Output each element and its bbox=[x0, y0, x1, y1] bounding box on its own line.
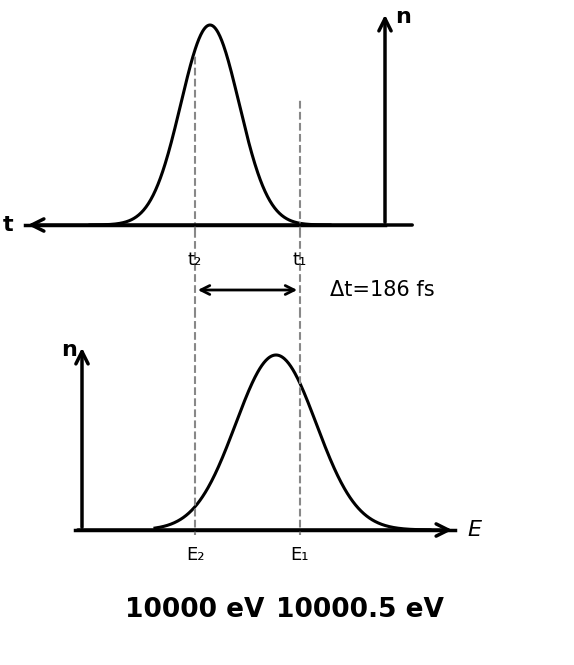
Text: E: E bbox=[467, 520, 481, 540]
Text: t₂: t₂ bbox=[188, 251, 202, 269]
Text: E₁: E₁ bbox=[291, 546, 309, 564]
Text: Δt=186 fs: Δt=186 fs bbox=[330, 280, 435, 300]
Text: E₂: E₂ bbox=[186, 546, 204, 564]
Text: 10000 eV: 10000 eV bbox=[125, 597, 265, 623]
Text: t₁: t₁ bbox=[293, 251, 307, 269]
Text: t: t bbox=[2, 215, 13, 235]
Text: n: n bbox=[61, 340, 77, 360]
Text: n: n bbox=[395, 7, 411, 27]
Text: 10000.5 eV: 10000.5 eV bbox=[276, 597, 444, 623]
